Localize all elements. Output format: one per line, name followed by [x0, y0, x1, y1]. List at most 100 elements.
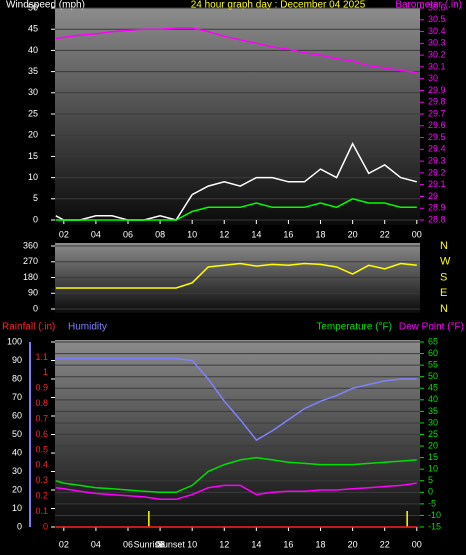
y2-tick-label: 30.3: [428, 38, 446, 48]
x-tick-label: 08: [155, 539, 165, 549]
y2-tick-label: -5: [428, 498, 436, 508]
y2-tick-label: 30.4: [428, 26, 446, 36]
x-tick-label: 04: [91, 229, 101, 239]
x-tick-label: 22: [380, 539, 390, 549]
y-tick-label: 50: [12, 429, 22, 439]
x-tick-label: 12: [219, 229, 229, 239]
y2-tick-label: 29.1: [428, 179, 446, 189]
y2-tick-label: 35: [428, 406, 438, 416]
y2-tick-label: 15: [428, 452, 438, 462]
y3-tick-label: 1: [43, 367, 48, 377]
series-line: [55, 142, 417, 221]
y2-tick-label: 29.2: [428, 167, 446, 177]
series-line: [55, 482, 417, 501]
y-tick-label: 30: [12, 466, 22, 476]
y-tick-label: 25: [28, 108, 38, 118]
y-tick-label: 40: [12, 447, 22, 457]
y-tick-label: 35: [28, 66, 38, 76]
legend-entry: Dew Point (°F): [399, 322, 464, 333]
y3-tick-label: 0.3: [35, 475, 48, 485]
y-tick-label: 90: [12, 355, 22, 365]
x-tick-label: 04: [91, 539, 101, 549]
y2-tick-label: 29.5: [428, 132, 446, 142]
x-tick-label: 06: [123, 229, 133, 239]
y2-tick-label: 20: [428, 440, 438, 450]
y2-tick-label: 28.9: [428, 203, 446, 213]
y2-tick-label: 29.8: [428, 97, 446, 107]
x-tick-label: 10: [187, 229, 197, 239]
y2-tick-label: 60: [428, 348, 438, 358]
y-tick-label: 50: [28, 2, 38, 12]
x-tick-label: 16: [283, 539, 293, 549]
y-tick-label: 30: [28, 87, 38, 97]
x-tick-label: 20: [348, 539, 358, 549]
legend-entry: Humidity: [68, 322, 107, 333]
y2-tick-label: 5: [428, 475, 433, 485]
y2-tick-label: 29.4: [428, 144, 446, 154]
y2-tick-label: 29.7: [428, 108, 446, 118]
y-tick-label: 0: [33, 303, 38, 313]
y-tick-label: 0: [17, 521, 22, 531]
series-line: [55, 262, 417, 289]
series-line: [55, 198, 417, 221]
y3-tick-label: 0.2: [35, 491, 48, 501]
chart-title: 24 hour graph day : December 04 2025: [191, 0, 366, 11]
x-tick-label: 00: [412, 229, 422, 239]
series-line: [55, 357, 417, 442]
y2-tick-label: 45: [428, 383, 438, 393]
y-axis-label: Windspeed (mph): [6, 0, 85, 11]
y2-tick-label: 28.8: [428, 214, 446, 224]
direction-label: W: [440, 256, 451, 268]
y3-tick-label: 0.8: [35, 398, 48, 408]
y-tick-label: 45: [28, 24, 38, 34]
x-tick-label: 00: [412, 539, 422, 549]
y-tick-label: 270: [23, 256, 38, 266]
y-tick-label: 40: [28, 45, 38, 55]
y2-tick-label: 29: [428, 191, 438, 201]
direction-label: N: [440, 240, 448, 252]
x-tick-label: 14: [251, 539, 261, 549]
y-tick-label: 90: [28, 288, 38, 298]
y2-tick-label: 65: [428, 336, 438, 346]
x-tick-label: 02: [59, 539, 69, 549]
legend-entry: Temperature (°F): [316, 322, 392, 333]
y2-tick-label: 29.3: [428, 155, 446, 165]
x-tick-label: 14: [251, 229, 261, 239]
y2-tick-label: 30.1: [428, 61, 446, 71]
x-tick-label: 20: [348, 229, 358, 239]
y2-tick-label: 55: [428, 360, 438, 370]
x-tick-label: 06: [123, 539, 133, 549]
y-tick-label: 80: [12, 373, 22, 383]
legend-entry: Rainfall (.in): [2, 322, 55, 333]
x-tick-label: 18: [316, 539, 326, 549]
y-tick-label: 180: [23, 272, 38, 282]
y3-tick-label: 0: [43, 521, 48, 531]
y3-tick-label: 0.9: [35, 383, 48, 393]
y2-axis-label: Barometer (.in): [395, 0, 462, 11]
series-line: [55, 27, 417, 74]
y2-tick-label: 30: [428, 417, 438, 427]
y2-tick-label: 25: [428, 429, 438, 439]
y-tick-label: 15: [28, 151, 38, 161]
y2-tick-label: -15: [428, 521, 441, 531]
y3-tick-label: 1.1: [35, 352, 48, 362]
y2-tick-label: 10: [428, 464, 438, 474]
y3-tick-label: 0.5: [35, 444, 48, 454]
x-tick-label: 18: [316, 229, 326, 239]
x-tick-label: 12: [219, 539, 229, 549]
y2-tick-label: -10: [428, 510, 441, 520]
y-tick-label: 5: [33, 193, 38, 203]
y2-tick-label: 30.2: [428, 49, 446, 59]
y2-tick-label: 29.6: [428, 120, 446, 130]
y-tick-label: 20: [12, 484, 22, 494]
x-tick-label: 22: [380, 229, 390, 239]
x-tick-label: 16: [283, 229, 293, 239]
plot-area: [55, 8, 420, 225]
annotation: Sunset: [157, 539, 186, 549]
y-tick-label: 0: [33, 214, 38, 224]
y2-tick-label: 50: [428, 371, 438, 381]
direction-label: N: [440, 303, 448, 315]
y-tick-label: 10: [28, 172, 38, 182]
y-tick-label: 20: [28, 130, 38, 140]
